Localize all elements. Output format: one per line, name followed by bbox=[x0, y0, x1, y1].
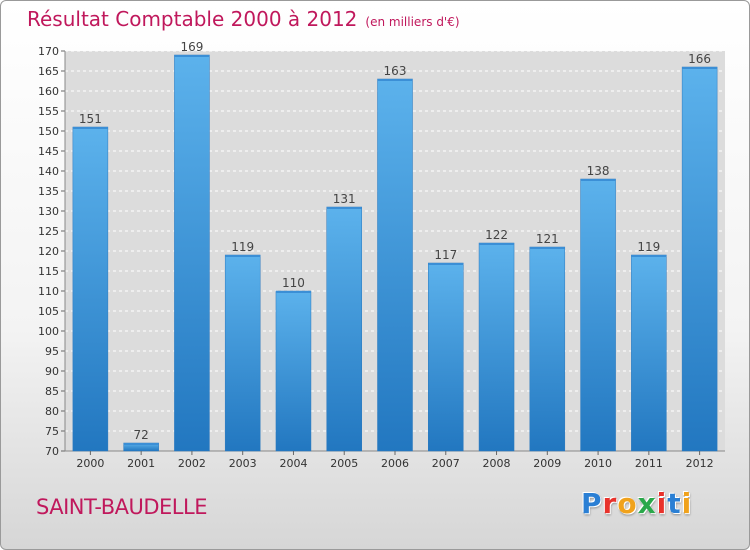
logo-letter: x bbox=[637, 487, 657, 520]
y-tick-label: 100 bbox=[38, 325, 59, 338]
bar-top-2005 bbox=[326, 207, 362, 209]
proxiti-logo: Proxiti bbox=[581, 487, 692, 520]
value-label: 138 bbox=[587, 164, 610, 178]
bar-top-2009 bbox=[529, 247, 565, 249]
y-tick-label: 160 bbox=[38, 85, 59, 98]
bar-2011 bbox=[631, 254, 667, 452]
value-label: 122 bbox=[485, 228, 508, 242]
y-tick-label: 150 bbox=[38, 125, 59, 138]
y-tick-label: 70 bbox=[45, 445, 59, 458]
value-label: 119 bbox=[231, 240, 254, 254]
chart-title-text: Résultat Comptable 2000 à 2012 bbox=[27, 7, 358, 31]
bar-top-2000 bbox=[72, 127, 108, 129]
y-tick-label: 155 bbox=[38, 105, 59, 118]
bar-2012 bbox=[681, 66, 718, 452]
bar-top-2008 bbox=[479, 243, 515, 245]
place-name: SAINT-BAUDELLE bbox=[36, 495, 207, 519]
bar-2000 bbox=[72, 126, 109, 452]
x-tick-label: 2012 bbox=[686, 457, 714, 470]
y-tick-label: 130 bbox=[38, 205, 59, 218]
y-tick-label: 115 bbox=[38, 265, 59, 278]
bar-top-2001 bbox=[123, 443, 159, 445]
value-label: 110 bbox=[282, 276, 305, 290]
x-tick-label: 2001 bbox=[127, 457, 155, 470]
x-tick-label: 2004 bbox=[279, 457, 307, 470]
bar-top-2010 bbox=[580, 179, 616, 181]
y-tick-label: 90 bbox=[45, 365, 59, 378]
logo-letter: t bbox=[667, 487, 682, 520]
value-labels: 151 72 169 119 110 131 163 117 122 121 138 119 166 bbox=[79, 40, 711, 442]
bar-top-2002 bbox=[174, 55, 210, 57]
y-tick-label: 140 bbox=[38, 165, 59, 178]
y-tick-label: 110 bbox=[38, 285, 59, 298]
bar-2004 bbox=[275, 290, 312, 452]
y-tick-label: 105 bbox=[38, 305, 59, 318]
y-tick-label: 170 bbox=[38, 45, 59, 58]
y-tick-label: 75 bbox=[45, 425, 59, 438]
x-tick-label: 2007 bbox=[432, 457, 460, 470]
logo-letter: r bbox=[602, 487, 618, 520]
x-tick-label: 2009 bbox=[533, 457, 561, 470]
x-tick-label: 2008 bbox=[483, 457, 511, 470]
logo-letter: i bbox=[681, 487, 693, 520]
x-tick-label: 2005 bbox=[330, 457, 358, 470]
value-label: 72 bbox=[134, 428, 149, 442]
x-tick-label: 2000 bbox=[76, 457, 104, 470]
y-tick-label: 95 bbox=[45, 345, 59, 358]
y-tick-label: 125 bbox=[38, 225, 59, 238]
value-label: 131 bbox=[333, 192, 356, 206]
logo-letter: o bbox=[617, 487, 638, 520]
logo-letter: P bbox=[581, 487, 603, 520]
y-tick-label: 135 bbox=[38, 185, 59, 198]
value-label: 169 bbox=[180, 40, 203, 54]
y-tick-label: 80 bbox=[45, 405, 59, 418]
y-tick-label: 145 bbox=[38, 145, 59, 158]
bar-top-2004 bbox=[275, 291, 311, 293]
bar-2008 bbox=[478, 242, 515, 452]
bar-top-2012 bbox=[682, 67, 718, 69]
logo-letter: i bbox=[656, 487, 668, 520]
bar-top-2011 bbox=[631, 255, 667, 257]
value-label: 151 bbox=[79, 112, 102, 126]
value-label: 119 bbox=[637, 240, 660, 254]
bar-2002 bbox=[174, 54, 210, 452]
bar-2006 bbox=[377, 78, 413, 452]
value-label: 166 bbox=[688, 52, 711, 66]
bar-top-2007 bbox=[428, 263, 464, 265]
bar-2003 bbox=[224, 254, 261, 452]
x-tick-label: 2011 bbox=[635, 457, 663, 470]
value-label: 117 bbox=[434, 248, 457, 262]
bar-2007 bbox=[428, 262, 464, 452]
value-label: 163 bbox=[384, 64, 407, 78]
bar-2005 bbox=[326, 206, 362, 452]
x-axis-ticks: 2000 2001 2002 2003 2004 2005 2006 2007 2008 2009… bbox=[76, 451, 714, 470]
x-tick-label: 2010 bbox=[584, 457, 612, 470]
bar-2009 bbox=[529, 246, 566, 452]
bar-2010 bbox=[580, 178, 616, 452]
x-tick-label: 2003 bbox=[229, 457, 257, 470]
y-tick-label: 165 bbox=[38, 65, 59, 78]
chart-title: Résultat Comptable 2000 à 2012 (en millie… bbox=[27, 7, 460, 31]
bar-top-2003 bbox=[225, 255, 261, 257]
y-tick-label: 85 bbox=[45, 385, 59, 398]
x-tick-label: 2006 bbox=[381, 457, 409, 470]
y-tick-label: 120 bbox=[38, 245, 59, 258]
x-tick-label: 2002 bbox=[178, 457, 206, 470]
chart-subtitle: (en milliers d'€) bbox=[365, 15, 460, 29]
bar-top-2006 bbox=[377, 79, 413, 81]
value-label: 121 bbox=[536, 232, 559, 246]
